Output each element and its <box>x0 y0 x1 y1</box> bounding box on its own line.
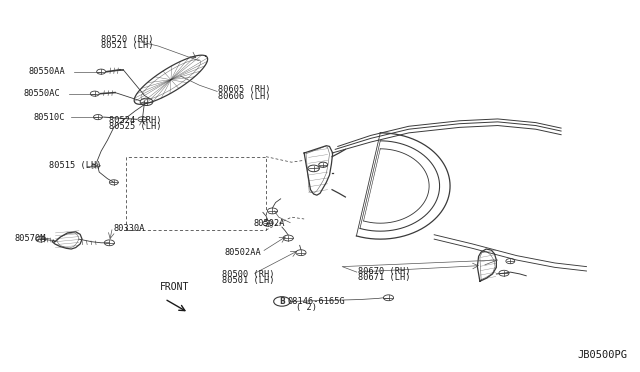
Text: 80501 (LH): 80501 (LH) <box>221 276 274 285</box>
Text: 80605 (RH): 80605 (RH) <box>218 86 271 94</box>
Text: 80550AC: 80550AC <box>24 89 60 98</box>
Text: 80670 (RH): 80670 (RH) <box>358 266 411 276</box>
Text: 80606 (LH): 80606 (LH) <box>218 92 271 101</box>
Text: 80330A: 80330A <box>114 224 145 232</box>
Text: 80525 (LH): 80525 (LH) <box>109 122 162 131</box>
Text: 80524 (RH): 80524 (RH) <box>109 116 162 125</box>
Text: 80502A: 80502A <box>253 219 285 228</box>
Text: JB0500PG: JB0500PG <box>578 350 628 360</box>
Text: 80520 (RH): 80520 (RH) <box>101 35 154 44</box>
Text: 80500 (RH): 80500 (RH) <box>221 270 274 279</box>
Text: 80570M: 80570M <box>14 234 45 243</box>
Text: 80521 (LH): 80521 (LH) <box>101 41 154 50</box>
Text: 80510C: 80510C <box>33 113 65 122</box>
Text: 80515 (LH): 80515 (LH) <box>49 161 102 170</box>
Text: B: B <box>279 297 285 306</box>
Text: 80671 (LH): 80671 (LH) <box>358 273 411 282</box>
Text: ( 2): ( 2) <box>296 303 317 312</box>
Text: 80502AA: 80502AA <box>225 248 262 257</box>
Text: 80550AA: 80550AA <box>28 67 65 76</box>
Text: FRONT: FRONT <box>159 282 189 292</box>
Text: 08146-6165G: 08146-6165G <box>287 297 345 306</box>
